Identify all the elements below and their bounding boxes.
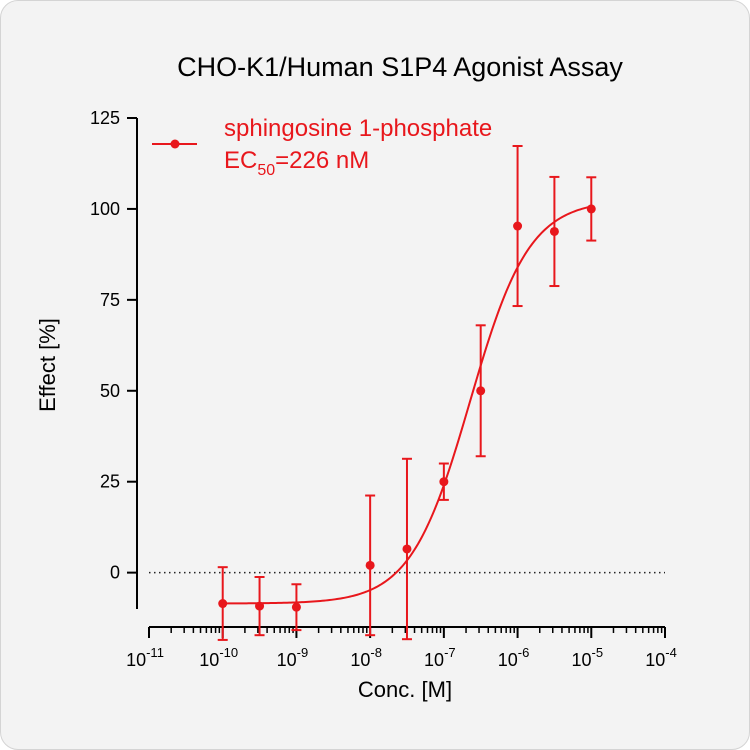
x-tick-label: 10-5: [571, 645, 603, 670]
x-tick-label: 10-7: [424, 645, 456, 670]
y-tick-label: 50: [100, 381, 120, 401]
y-tick-label: 0: [110, 563, 120, 583]
legend-ec50: EC50=226 nM: [224, 147, 369, 179]
chart-title: CHO-K1/Human S1P4 Agonist Assay: [177, 52, 623, 82]
y-tick-label: 100: [90, 199, 120, 219]
y-axis-label: Effect [%]: [35, 318, 60, 412]
legend: sphingosine 1-phosphate EC50=226 nM: [152, 115, 492, 179]
legend-series-name: sphingosine 1-phosphate: [224, 115, 492, 142]
data-point: [255, 601, 265, 611]
x-axis-label: Conc. [M]: [358, 677, 452, 702]
legend-series-marker: [170, 139, 180, 149]
x-tick-label: 10-9: [277, 645, 309, 670]
x-tick-label: 10-11: [126, 645, 164, 670]
legend-ec50-prefix: EC: [224, 147, 257, 174]
x-tick-label: 10-6: [498, 645, 530, 670]
legend-ec50-value: =226 nM: [275, 147, 369, 174]
data-point: [218, 599, 228, 609]
x-tick-label: 10-10: [199, 645, 238, 670]
data-point: [586, 204, 596, 214]
data-point: [549, 226, 559, 236]
y-tick-label: 125: [90, 108, 120, 128]
data-point: [402, 544, 412, 554]
x-axis: 10-11 10-10 10-9 10-8 10-7 10-6 10-5 10-4: [126, 626, 677, 670]
data-point: [513, 221, 523, 231]
y-tick-label: 75: [100, 290, 120, 310]
data-point: [439, 477, 449, 487]
data-point: [365, 560, 375, 570]
y-axis: 0 25 50 75 100 125: [90, 108, 138, 609]
x-tick-label: 10-4: [645, 645, 677, 670]
data-point: [476, 386, 486, 396]
plot-area: [149, 145, 665, 641]
y-tick-label: 25: [100, 472, 120, 492]
legend-ec50-sub: 50: [257, 162, 275, 179]
x-tick-label: 10-8: [350, 645, 382, 670]
data-point: [291, 602, 301, 612]
